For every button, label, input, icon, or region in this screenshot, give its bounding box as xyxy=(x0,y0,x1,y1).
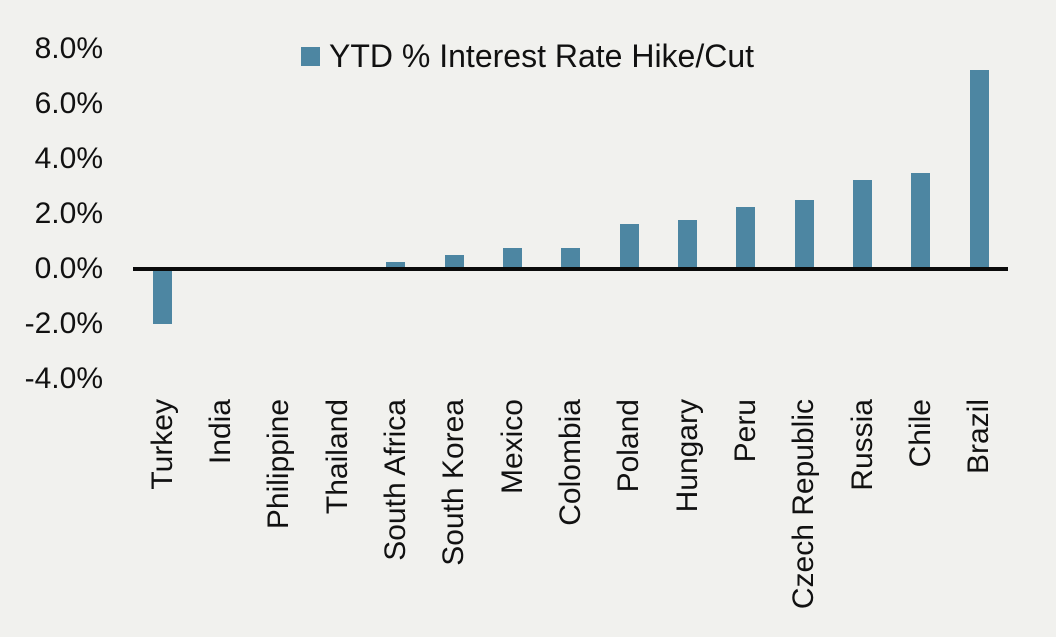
x-axis-label-south-korea: South Korea xyxy=(437,399,471,566)
x-axis-label-czech-republic: Czech Republic xyxy=(787,399,821,610)
bar-south-korea xyxy=(444,255,464,269)
chart-legend: YTD % Interest Rate Hike/Cut xyxy=(301,37,754,75)
y-axis-tick-label: 4.0% xyxy=(34,142,103,175)
x-axis-label-poland: Poland xyxy=(612,399,646,493)
bar-brazil xyxy=(969,69,989,269)
y-axis-tick-label: 8.0% xyxy=(34,32,103,65)
legend-marker-square xyxy=(301,46,320,66)
x-axis-line xyxy=(133,267,1008,271)
y-axis-tick-label: -2.0% xyxy=(24,307,103,340)
bar-peru xyxy=(736,207,756,269)
legend-label: YTD % Interest Rate Hike/Cut xyxy=(329,38,755,74)
bar-poland xyxy=(619,223,639,269)
x-axis-label-turkey: Turkey xyxy=(145,399,179,490)
x-axis-label-thailand: Thailand xyxy=(320,399,354,515)
bar-hungary xyxy=(678,219,698,269)
x-axis-label-philippine: Philippine xyxy=(262,399,296,530)
bar-chile xyxy=(911,172,931,269)
bar-russia xyxy=(853,179,873,269)
y-axis-tick-label: 2.0% xyxy=(34,197,103,230)
x-axis-label-chile: Chile xyxy=(903,399,937,468)
bar-mexico xyxy=(503,248,523,269)
y-axis-tick-label: -4.0% xyxy=(24,362,103,395)
x-axis-label-russia: Russia xyxy=(845,399,879,491)
bar-south-africa xyxy=(386,262,406,269)
y-axis-tick-label: 6.0% xyxy=(34,87,103,120)
x-axis-label-brazil: Brazil xyxy=(962,399,996,475)
x-axis-label-colombia: Colombia xyxy=(553,399,587,526)
bar-czech-republic xyxy=(794,200,814,269)
x-axis-label-india: India xyxy=(203,399,237,465)
bar-colombia xyxy=(561,248,581,269)
x-axis-label-south-africa: South Africa xyxy=(378,399,412,561)
x-axis-label-peru: Peru xyxy=(728,399,762,463)
x-axis-label-mexico: Mexico xyxy=(495,399,529,495)
bar-turkey xyxy=(153,269,173,324)
y-axis-tick-label: 0.0% xyxy=(34,252,103,285)
x-axis-label-hungary: Hungary xyxy=(670,399,704,513)
